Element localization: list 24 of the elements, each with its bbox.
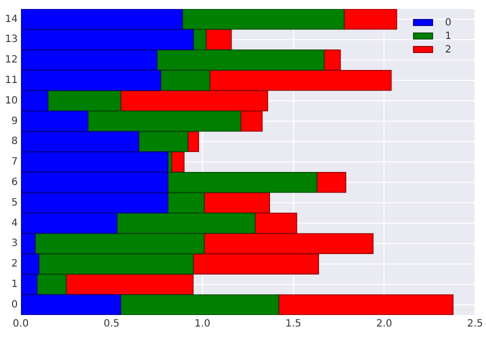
y-tick-label: 12 (4, 54, 18, 66)
y-tick-label: 5 (11, 197, 18, 208)
y-tick-label: 3 (11, 238, 18, 250)
y-tick-label: 13 (4, 34, 18, 46)
legend-label: 0 (445, 18, 452, 29)
y-tick-label: 11 (4, 74, 18, 86)
x-tick-label: 2.0 (376, 318, 392, 330)
x-tick-label: 0.5 (104, 318, 120, 330)
x-tick-label: 2.5 (467, 318, 483, 330)
y-tick-label: 7 (11, 156, 18, 168)
y-tick-label: 4 (11, 218, 18, 229)
y-tick-label: 1 (11, 278, 18, 290)
y-tick-label: 2 (11, 258, 18, 270)
x-tick-label: 1.5 (285, 318, 302, 330)
legend-label: 1 (445, 31, 452, 42)
y-tick-label: 6 (11, 176, 18, 188)
y-tick-label: 0 (11, 299, 18, 310)
y-tick-label: 10 (4, 95, 18, 106)
x-tick-label: 1.0 (194, 318, 210, 330)
y-tick-label: 8 (11, 136, 18, 148)
x-tick-label: 0.0 (12, 318, 29, 330)
legend-label: 2 (445, 44, 452, 56)
y-tick-label: 9 (11, 116, 18, 127)
y-tick-label: 14 (4, 14, 18, 25)
